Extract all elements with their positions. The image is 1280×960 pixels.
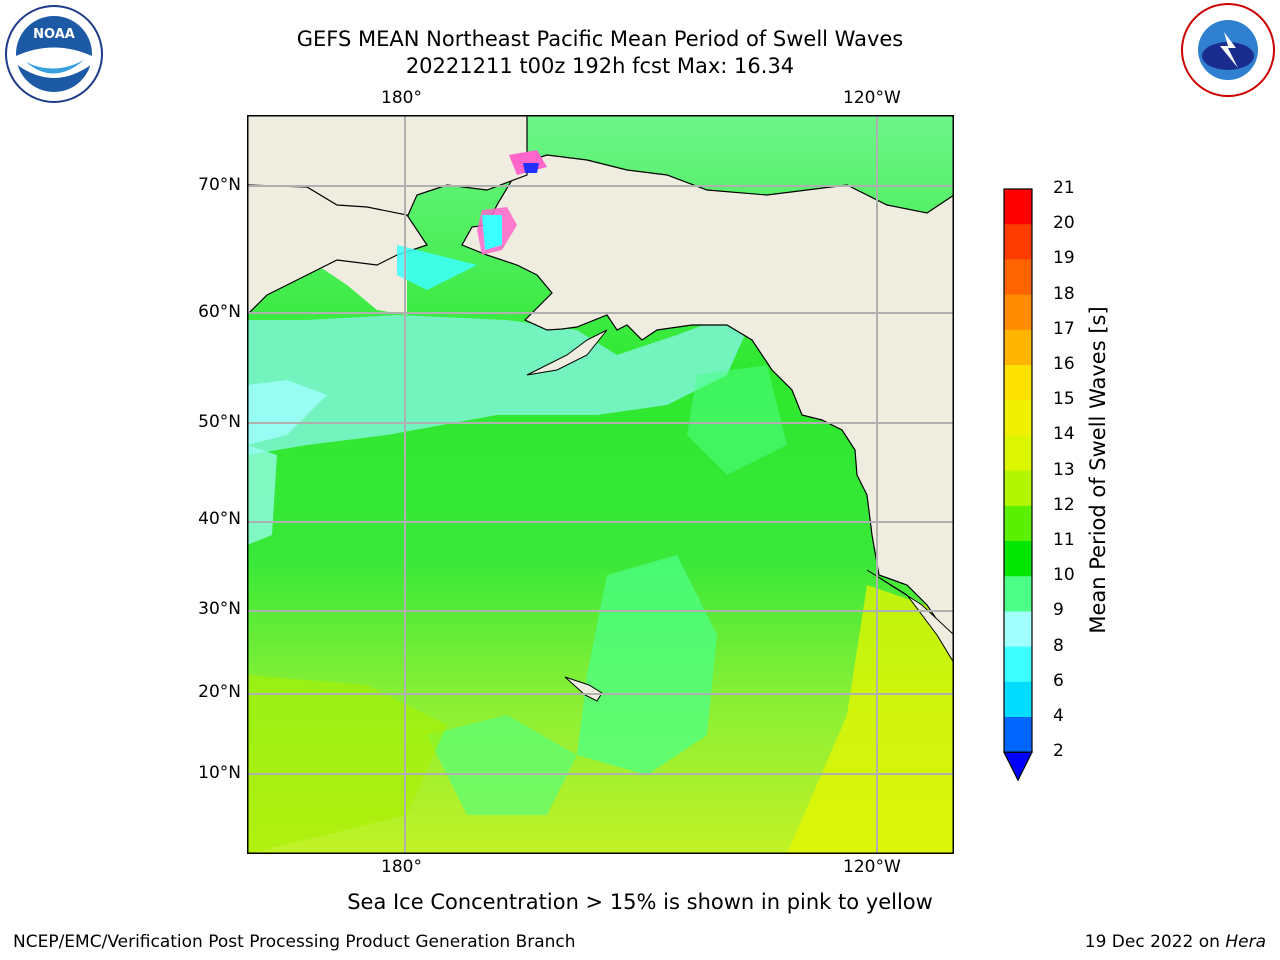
lat-label-30n: 30°N <box>198 599 241 619</box>
footer-credit: NCEP/EMC/Verification Post Processing Pr… <box>13 932 576 952</box>
colorbar-tick-label: 17 <box>1053 318 1075 339</box>
colorbar-band <box>1004 717 1032 753</box>
colorbar-band <box>1004 611 1032 648</box>
lat-label-70n: 70°N <box>198 175 241 195</box>
lon-label-bottom-120w: 120°W <box>843 857 901 877</box>
ice-note: Sea Ice Concentration > 15% is shown in … <box>347 890 933 914</box>
colorbar-band <box>1004 400 1032 436</box>
colorbar-band <box>1004 189 1032 225</box>
colorbar-band <box>1004 541 1032 577</box>
colorbar-tick-label: 14 <box>1053 424 1075 445</box>
colorbar-band <box>1004 505 1032 542</box>
colorbar-tick-label: 12 <box>1053 494 1075 515</box>
colorbar-tick-label: 9 <box>1053 600 1064 621</box>
map-panel <box>247 115 954 854</box>
footer-machine: Hera <box>1225 932 1266 952</box>
colorbar-band <box>1004 681 1032 718</box>
chart-subtitle: 20221211 t00z 192h fcst Max: 16.34 <box>405 54 795 78</box>
colorbar-frame <box>1003 188 1033 753</box>
colorbar-tick-label: 4 <box>1053 706 1064 726</box>
svg-text:NOAA: NOAA <box>33 27 75 42</box>
colorbar-extend-arrow <box>1003 751 1033 782</box>
lat-label-60n: 60°N <box>198 302 241 322</box>
colorbar-tick-label: 18 <box>1053 283 1075 304</box>
noaa-logo: NOAA <box>5 5 103 103</box>
colorbar-tick-label: 13 <box>1053 459 1075 480</box>
lat-label-50n: 50°N <box>198 412 241 432</box>
colorbar-tick-label: 16 <box>1053 354 1075 374</box>
colorbar-tick-label: 8 <box>1053 635 1064 656</box>
colorbar-tick-label: 19 <box>1053 248 1075 269</box>
colorbar-band <box>1004 576 1032 612</box>
colorbar-band <box>1004 224 1032 260</box>
colorbar-band <box>1004 435 1032 472</box>
colorbar-tick-label: 15 <box>1053 389 1075 410</box>
lat-label-20n: 20°N <box>198 682 241 702</box>
nws-logo <box>1181 3 1275 97</box>
colorbar-band <box>1004 329 1032 366</box>
lon-label-top-180: 180° <box>381 88 422 108</box>
colorbar-tick-label: 21 <box>1053 178 1075 198</box>
colorbar <box>1003 188 1033 782</box>
colorbar-band <box>1004 470 1032 507</box>
colorbar-band <box>1004 259 1032 296</box>
colorbar-tick-label: 20 <box>1053 213 1075 234</box>
colorbar-label: Mean Period of Swell Waves [s] <box>1086 306 1110 634</box>
colorbar-tick-label: 10 <box>1053 565 1075 586</box>
footer-date: 19 Dec 2022 on Hera <box>1085 932 1266 952</box>
chart-title: GEFS MEAN Northeast Pacific Mean Period … <box>296 27 904 51</box>
colorbar-tick-label: 11 <box>1053 530 1075 550</box>
lat-label-40n: 40°N <box>198 509 241 529</box>
footer-date-text: 19 Dec 2022 on <box>1084 932 1226 952</box>
lon-label-top-120w: 120°W <box>843 88 901 108</box>
colorbar-band <box>1004 646 1032 683</box>
lat-label-10n: 10°N <box>198 763 241 783</box>
colorbar-tick-label: 2 <box>1053 741 1064 762</box>
colorbar-band <box>1004 294 1032 331</box>
colorbar-tick-label: 6 <box>1053 670 1064 691</box>
lon-label-bottom-180: 180° <box>381 857 422 877</box>
colorbar-band <box>1004 365 1032 401</box>
